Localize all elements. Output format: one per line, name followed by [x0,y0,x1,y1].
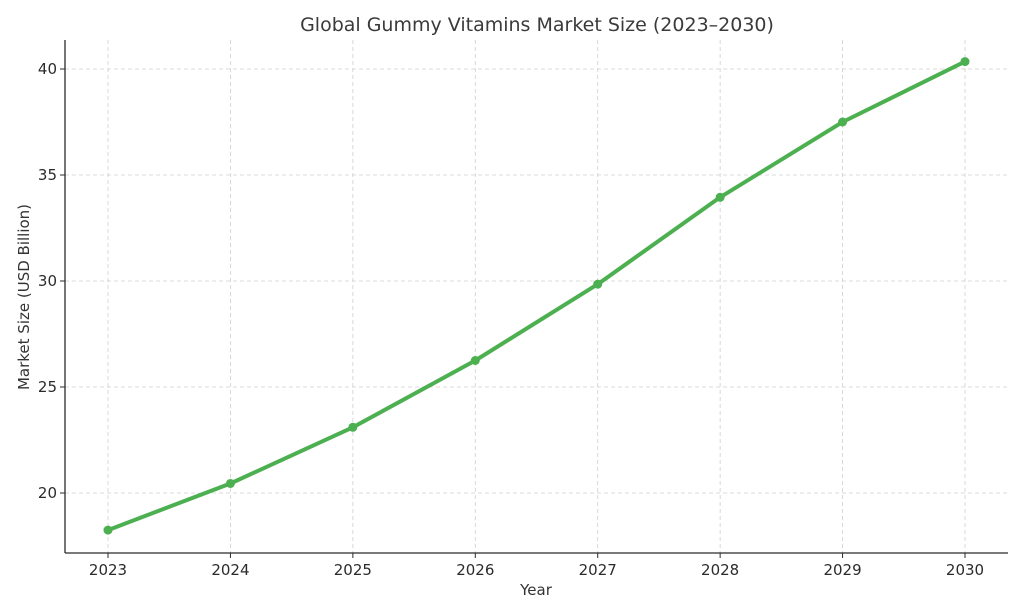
axes-spines [64,40,1008,554]
series-market-size [103,57,970,535]
data-point-marker [103,525,113,535]
x-tick-label: 2028 [701,561,739,579]
data-point-marker [838,117,848,127]
data-point-marker [715,192,725,202]
x-axis-label: Year [519,581,553,599]
x-tick-label: 2027 [579,561,617,579]
x-axis-ticks: 2023 2024 2025 2026 2027 2028 2029 2030 [89,553,984,579]
data-point-marker [960,57,970,67]
grid [65,40,1008,553]
y-axis-ticks: 20 25 30 35 40 [38,60,65,502]
data-point-marker [225,478,235,488]
x-tick-label: 2023 [89,561,127,579]
series-line [106,59,967,533]
y-tick-label: 25 [38,378,57,396]
x-tick-label: 2026 [456,561,494,579]
x-tick-label: 2025 [334,561,372,579]
x-tick-label: 2029 [823,561,861,579]
y-tick-label: 40 [38,60,57,78]
y-axis-label: Market Size (USD Billion) [15,204,33,390]
chart-title: Global Gummy Vitamins Market Size (2023–… [300,14,774,36]
y-tick-label: 20 [38,484,57,502]
data-point-marker [348,422,358,432]
x-tick-label: 2024 [211,561,249,579]
data-point-marker [470,356,480,365]
y-tick-label: 35 [38,166,57,184]
y-tick-label: 30 [38,272,57,290]
x-tick-label: 2030 [946,561,984,579]
data-point-marker [593,279,603,289]
